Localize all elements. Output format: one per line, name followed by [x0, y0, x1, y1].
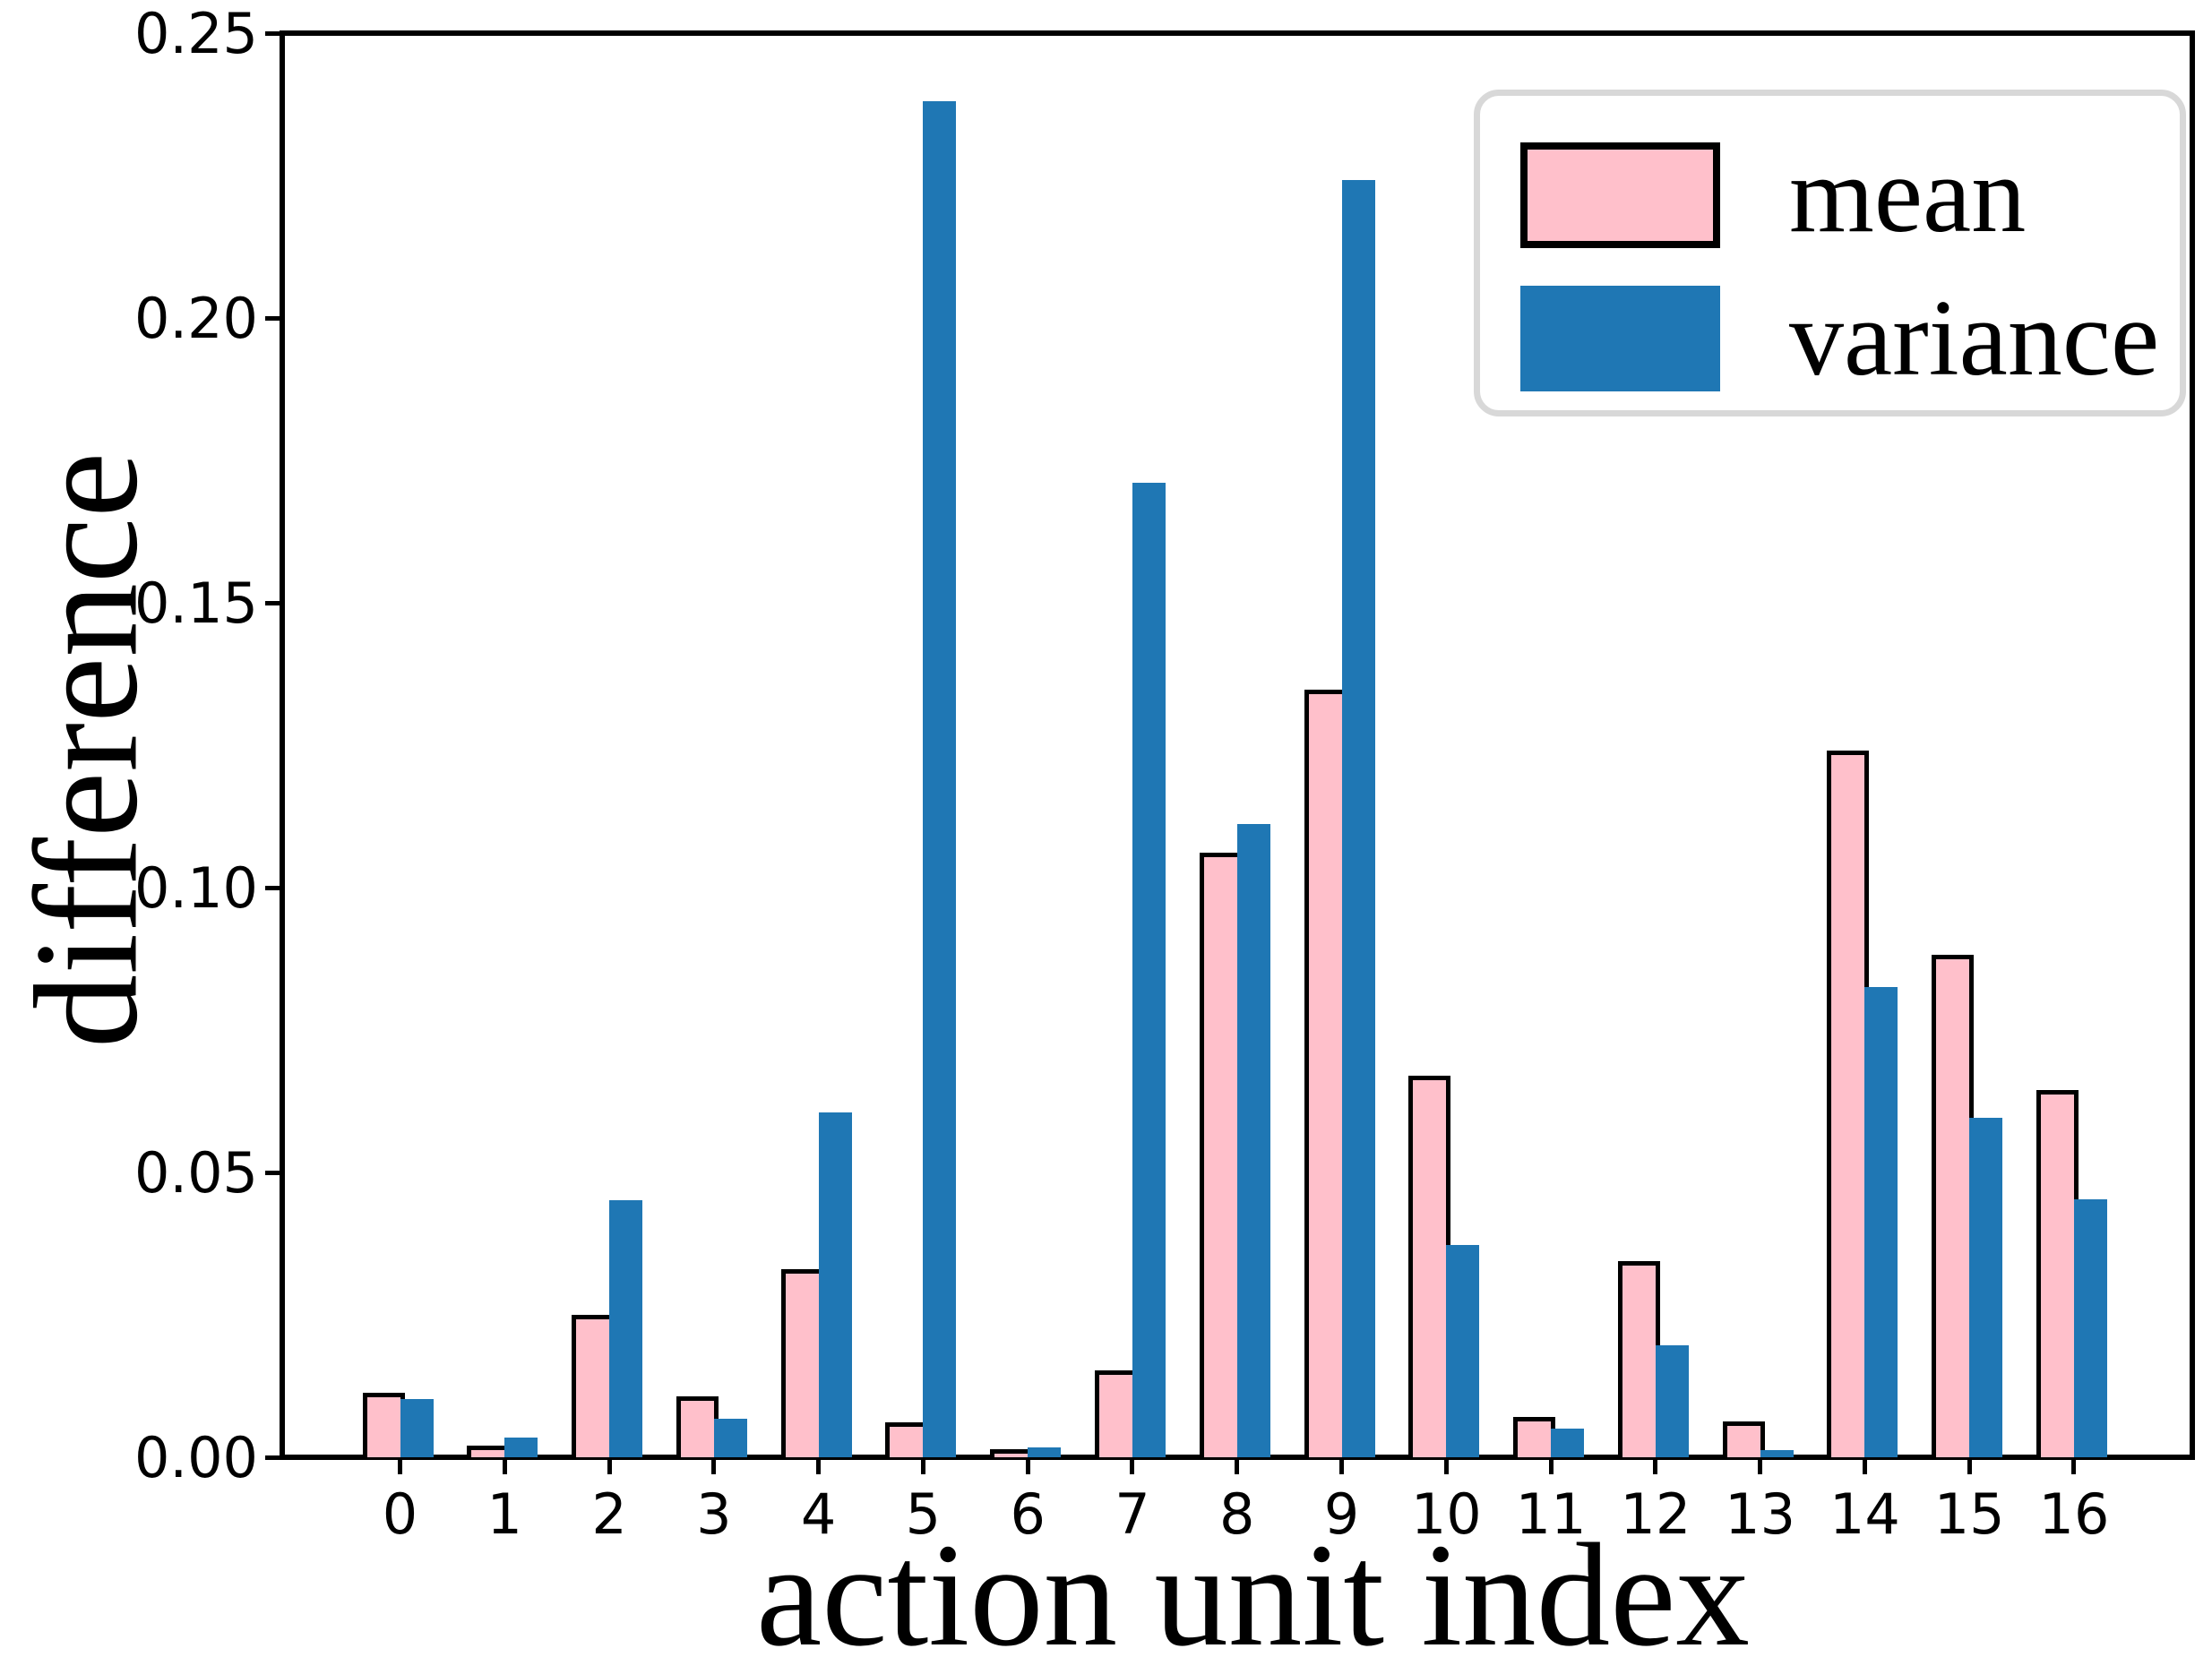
bar-variance-10 — [1446, 1244, 1480, 1457]
x-tick-1 — [502, 1460, 507, 1474]
x-tick-9 — [1339, 1460, 1345, 1474]
x-tick-label-4: 4 — [800, 1481, 837, 1547]
legend-swatch-variance — [1520, 286, 1720, 391]
bar-mean-1 — [467, 1445, 510, 1457]
x-tick-6 — [1025, 1460, 1030, 1474]
bar-variance-15 — [1969, 1117, 2003, 1457]
bar-variance-13 — [1760, 1449, 1794, 1457]
bar-variance-6 — [1028, 1447, 1062, 1457]
y-tick-0.00 — [265, 1455, 280, 1460]
x-tick-15 — [1967, 1460, 1972, 1474]
bar-variance-0 — [400, 1398, 434, 1457]
x-tick-label-3: 3 — [696, 1481, 732, 1547]
x-tick-8 — [1235, 1460, 1240, 1474]
y-tick-0.15 — [265, 600, 280, 605]
plot-area — [280, 30, 2195, 1460]
x-tick-label-14: 14 — [1829, 1481, 1900, 1547]
bar-mean-7 — [1094, 1370, 1137, 1457]
y-tick-0.20 — [265, 315, 280, 321]
y-tick-label-0.00: 0.00 — [133, 1425, 258, 1490]
legend-label-mean: mean — [1789, 134, 2027, 255]
x-tick-2 — [607, 1460, 612, 1474]
y-tick-label-0.25: 0.25 — [133, 1, 258, 66]
x-tick-label-6: 6 — [1010, 1481, 1046, 1547]
bar-variance-12 — [1655, 1344, 1689, 1457]
x-tick-13 — [1758, 1460, 1763, 1474]
x-tick-label-11: 11 — [1515, 1481, 1587, 1547]
bar-mean-0 — [362, 1393, 405, 1457]
bar-mean-12 — [1617, 1260, 1660, 1457]
bar-mean-3 — [676, 1396, 719, 1457]
bar-mean-8 — [1199, 853, 1242, 1457]
bar-variance-1 — [504, 1438, 538, 1457]
x-tick-16 — [2071, 1460, 2077, 1474]
legend: mean variance — [1474, 90, 2186, 416]
x-tick-label-7: 7 — [1115, 1481, 1150, 1547]
x-tick-label-10: 10 — [1410, 1481, 1482, 1547]
x-axis-label: action unit index — [756, 1513, 1750, 1657]
bar-variance-2 — [609, 1199, 643, 1457]
x-tick-7 — [1130, 1460, 1135, 1474]
y-tick-label-0.15: 0.15 — [133, 571, 258, 636]
bar-variance-7 — [1132, 483, 1166, 1457]
y-tick-label-0.20: 0.20 — [133, 286, 258, 351]
x-tick-10 — [1443, 1460, 1449, 1474]
x-tick-3 — [711, 1460, 717, 1474]
bar-variance-8 — [1236, 824, 1270, 1457]
x-tick-4 — [816, 1460, 822, 1474]
y-tick-0.25 — [265, 30, 280, 36]
bar-variance-14 — [1864, 986, 1898, 1457]
y-axis-label: difference — [4, 451, 168, 1049]
bar-mean-2 — [572, 1315, 615, 1457]
x-tick-label-9: 9 — [1323, 1481, 1360, 1547]
bar-mean-10 — [1408, 1075, 1451, 1457]
bar-mean-15 — [1932, 954, 1975, 1457]
x-tick-label-12: 12 — [1620, 1481, 1691, 1547]
x-tick-label-16: 16 — [2038, 1481, 2110, 1547]
legend-swatch-mean — [1520, 142, 1720, 248]
bar-mean-16 — [2036, 1089, 2079, 1457]
y-tick-0.05 — [265, 1170, 280, 1175]
bar-mean-5 — [885, 1421, 928, 1457]
bar-variance-4 — [818, 1112, 852, 1457]
x-tick-label-8: 8 — [1219, 1481, 1255, 1547]
x-tick-label-15: 15 — [1933, 1481, 2005, 1547]
x-tick-label-1: 1 — [486, 1481, 522, 1547]
x-tick-12 — [1653, 1460, 1658, 1474]
bar-mean-9 — [1304, 689, 1347, 1457]
bar-mean-4 — [780, 1269, 823, 1457]
x-tick-5 — [920, 1460, 925, 1474]
bar-mean-14 — [1827, 750, 1870, 1457]
y-tick-label-0.05: 0.05 — [133, 1140, 258, 1206]
bar-variance-9 — [1341, 180, 1375, 1457]
bar-variance-3 — [713, 1418, 747, 1457]
x-tick-label-13: 13 — [1725, 1481, 1796, 1547]
bar-variance-16 — [2073, 1198, 2107, 1457]
x-tick-label-5: 5 — [905, 1481, 942, 1547]
bar-variance-5 — [923, 100, 957, 1457]
x-tick-14 — [1862, 1460, 1867, 1474]
x-tick-0 — [398, 1460, 402, 1474]
x-tick-label-0: 0 — [382, 1481, 418, 1547]
bar-mean-6 — [990, 1449, 1033, 1457]
bar-mean-11 — [1513, 1416, 1556, 1457]
y-tick-0.10 — [265, 885, 280, 890]
x-tick-label-2: 2 — [591, 1481, 627, 1547]
y-tick-label-0.10: 0.10 — [133, 855, 258, 921]
bar-mean-13 — [1722, 1421, 1765, 1457]
x-tick-11 — [1548, 1460, 1554, 1474]
bar-variance-11 — [1551, 1429, 1585, 1457]
legend-label-variance: variance — [1789, 278, 2160, 399]
